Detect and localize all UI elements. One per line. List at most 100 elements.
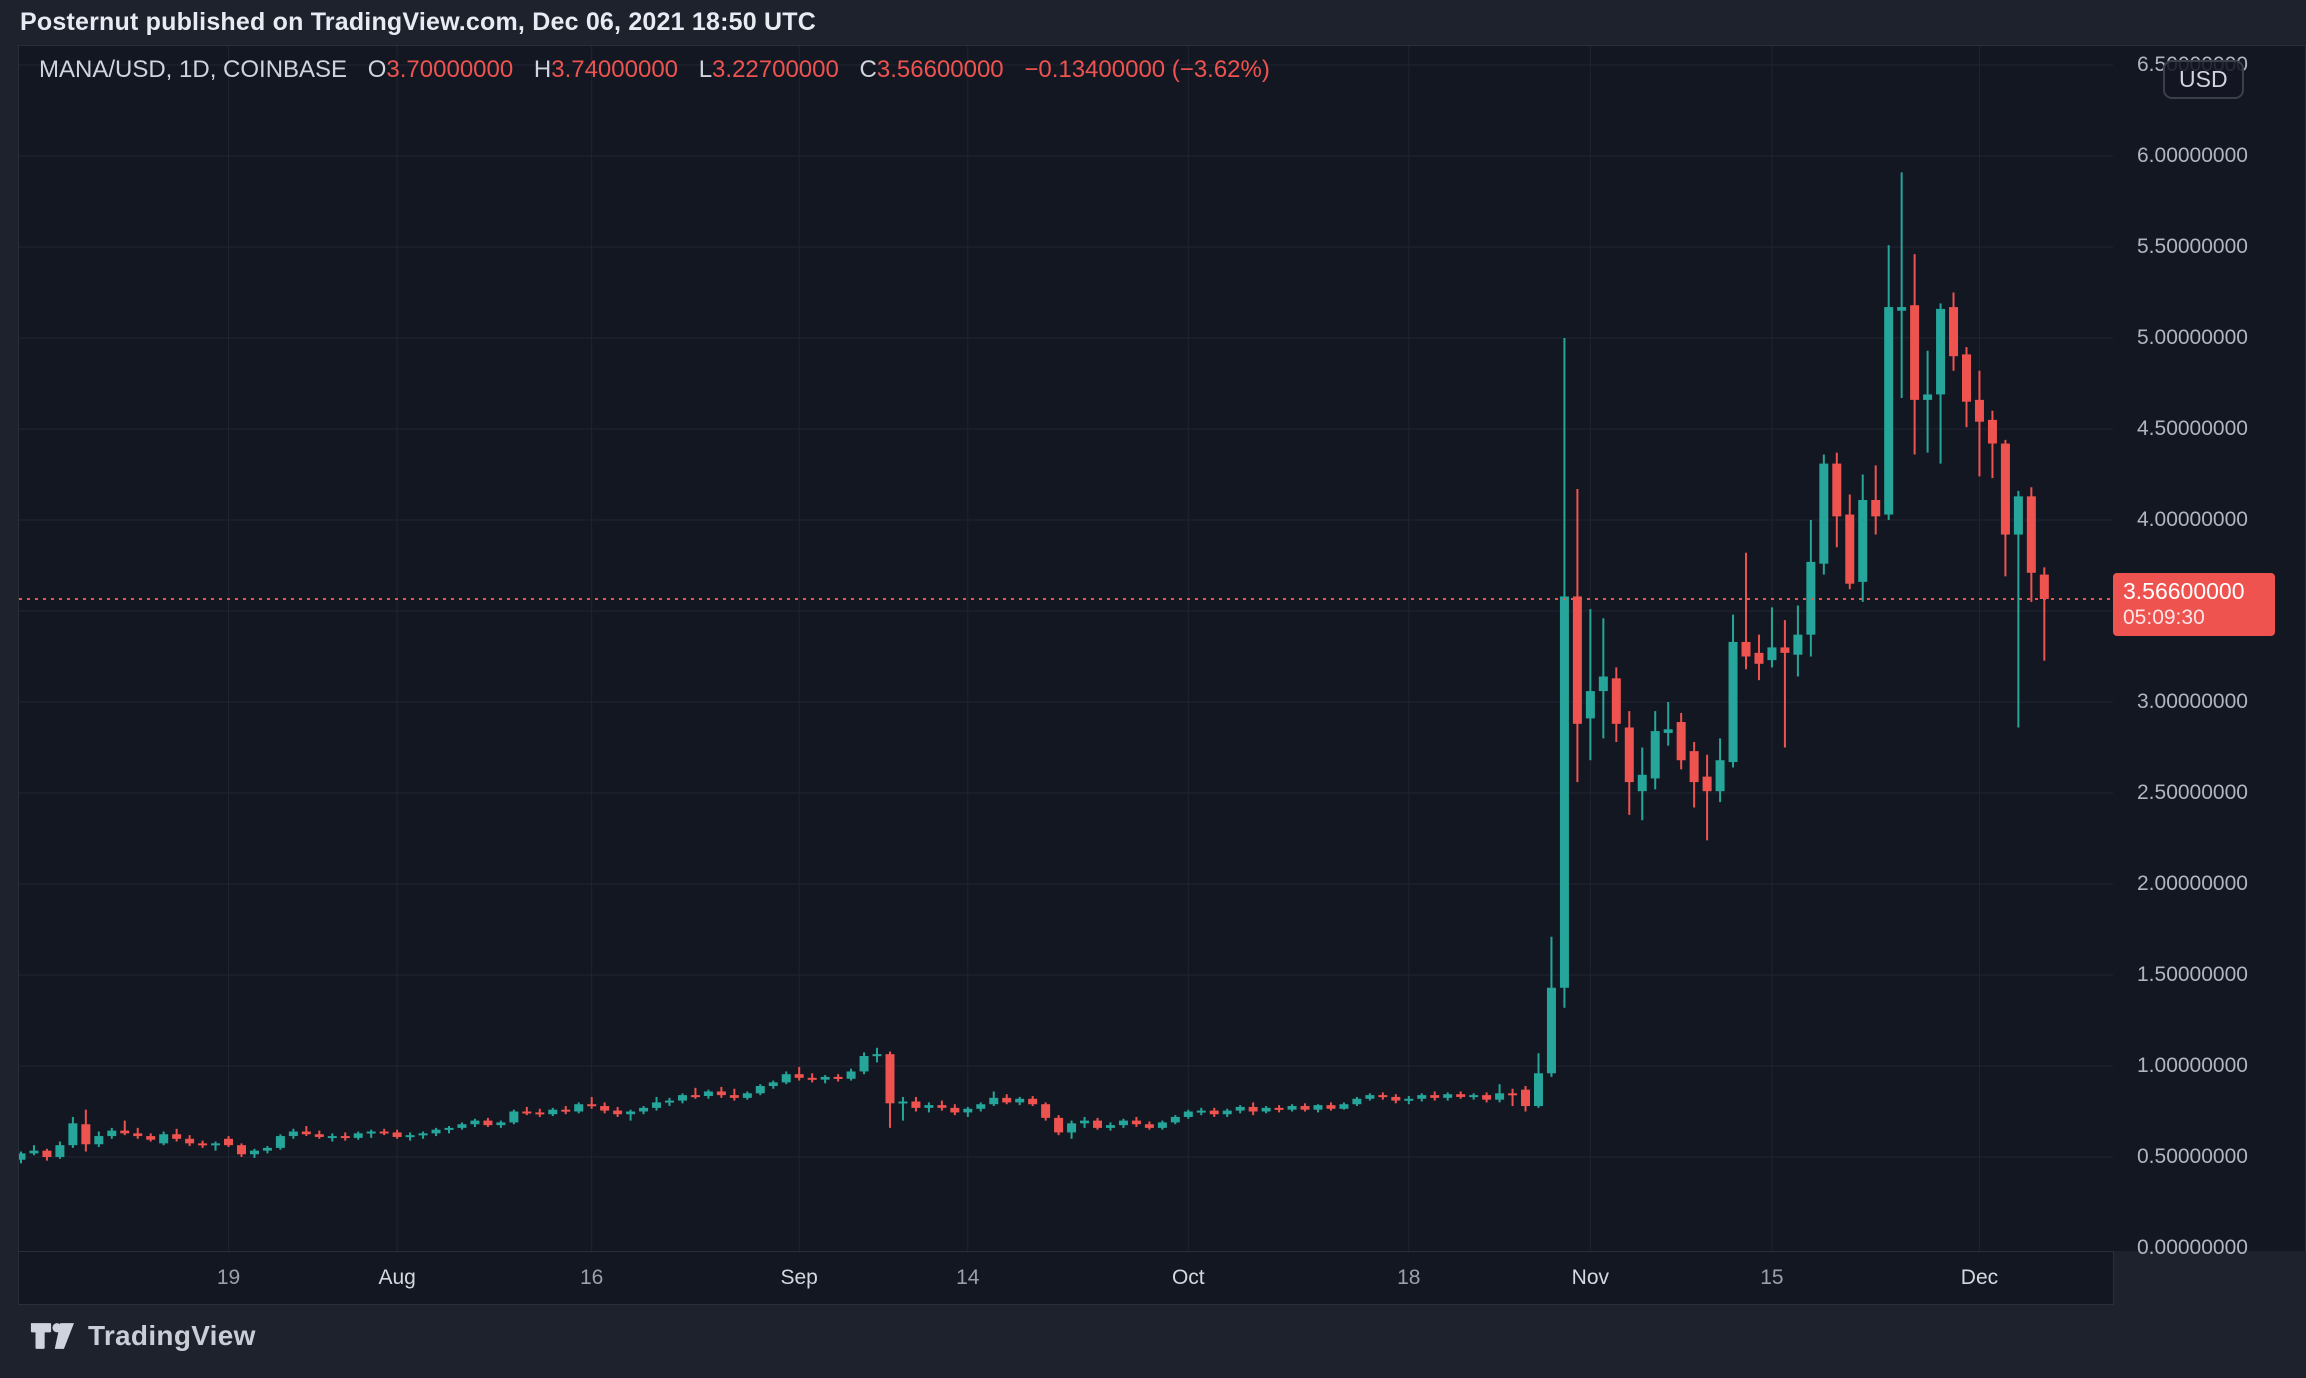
candle-body	[1067, 1123, 1077, 1133]
candle-body	[1131, 1120, 1141, 1125]
candle-body	[172, 1134, 182, 1139]
candle-body	[379, 1131, 389, 1134]
candle-body	[587, 1104, 597, 1107]
candle	[1261, 1106, 1271, 1114]
candle-body	[1456, 1094, 1466, 1097]
candle-body	[120, 1130, 130, 1134]
candle-body	[1624, 727, 1634, 783]
candle-body	[1884, 307, 1894, 515]
candle	[1105, 1122, 1115, 1131]
candle-body	[1806, 561, 1816, 635]
candle-body	[1663, 729, 1673, 733]
candle	[198, 1140, 208, 1148]
candle-body	[29, 1150, 39, 1154]
candle-body	[1080, 1120, 1090, 1124]
candle	[405, 1132, 415, 1141]
candle-body	[885, 1054, 895, 1104]
candle	[1806, 520, 1816, 657]
currency-badge[interactable]: USD	[2163, 60, 2244, 99]
candlestick-plot[interactable]	[19, 46, 2113, 1252]
candle	[314, 1130, 324, 1139]
price-axis-label: 2.50000000	[2137, 781, 2248, 804]
candle-body	[146, 1136, 156, 1140]
candle	[1715, 738, 1725, 803]
candle-body	[1041, 1104, 1051, 1118]
candlestick-canvas[interactable]	[19, 46, 2113, 1252]
ohlc-high-value: 3.74000000	[551, 56, 679, 83]
candle	[976, 1102, 986, 1112]
time-axis-month-label: Oct	[1171, 1266, 1205, 1289]
candle-body	[275, 1136, 285, 1148]
candle-body	[1378, 1095, 1388, 1098]
candle	[1015, 1096, 1025, 1106]
candle	[1884, 245, 1894, 520]
candle-body	[1793, 634, 1803, 655]
candle	[794, 1066, 804, 1081]
candle	[1222, 1108, 1232, 1117]
candle	[937, 1100, 947, 1111]
candle	[548, 1107, 558, 1117]
candle	[1521, 1086, 1531, 1112]
candle	[288, 1128, 298, 1139]
price-axis[interactable]: USD 3.56600000 05:09:30 6.500000006.0000…	[2113, 45, 2306, 1259]
candle-body	[1533, 1073, 1543, 1107]
candle-body	[133, 1133, 143, 1137]
candle-body	[1676, 722, 1686, 761]
candle	[1235, 1105, 1245, 1114]
candle	[626, 1109, 636, 1121]
candle-body	[2013, 496, 2023, 535]
candle	[1274, 1105, 1284, 1113]
candle	[755, 1084, 765, 1096]
candle	[107, 1127, 117, 1139]
candle-body	[392, 1132, 402, 1137]
tradingview-logo[interactable]: TradingView	[30, 1320, 256, 1352]
symbol-title[interactable]: MANA/USD, 1D, COINBASE	[39, 56, 348, 83]
candle	[172, 1128, 182, 1142]
candle-body	[1845, 514, 1855, 584]
bar-countdown: 05:09:30	[2123, 606, 2205, 629]
time-axis[interactable]: 19 Aug 16 Sep 14 Oct 18 Nov 15 Dec	[18, 1251, 2114, 1305]
candle-body	[1974, 399, 1984, 422]
candle-body	[1962, 354, 1971, 402]
candle	[1028, 1096, 1038, 1107]
candle	[1559, 338, 1569, 1008]
candle-body	[1936, 308, 1946, 395]
candle	[483, 1117, 493, 1127]
candle	[1430, 1091, 1440, 1101]
candle	[963, 1106, 973, 1117]
candle	[1624, 711, 1634, 815]
candle-body	[574, 1104, 584, 1112]
candle	[211, 1141, 221, 1151]
candle	[1482, 1092, 1492, 1103]
candle-body	[1495, 1093, 1505, 1100]
candle-body	[55, 1145, 65, 1157]
candle-body	[976, 1104, 986, 1109]
last-price-label: 3.56600000 05:09:30	[2113, 573, 2275, 636]
candle-body	[768, 1082, 778, 1087]
candle-body	[924, 1105, 934, 1108]
candle	[1248, 1102, 1258, 1116]
candle-body	[781, 1074, 791, 1083]
candle	[1443, 1092, 1453, 1101]
candle	[1378, 1092, 1388, 1100]
candle-body	[1196, 1110, 1206, 1113]
candle	[55, 1141, 65, 1159]
candle-body	[600, 1106, 610, 1111]
candle-body	[639, 1107, 649, 1112]
candle	[275, 1134, 285, 1150]
candle	[224, 1136, 234, 1147]
time-axis-month-label: Nov	[1571, 1266, 1610, 1289]
candle-body	[1689, 751, 1699, 783]
candle-body	[224, 1138, 234, 1146]
candle	[327, 1133, 337, 1142]
candle-body	[522, 1111, 532, 1114]
candle	[1923, 350, 1933, 453]
price-axis-label: 3.00000000	[2137, 690, 2248, 713]
candle	[924, 1102, 934, 1113]
chart-legend[interactable]: MANA/USD, 1D, COINBASE O3.70000000 H3.74…	[39, 56, 1270, 84]
candle-body	[1637, 774, 1647, 792]
candle	[1793, 605, 1803, 677]
candle	[1209, 1107, 1219, 1117]
change-value: −0.13400000 (−3.62%)	[1024, 56, 1270, 83]
candle-body	[483, 1120, 493, 1126]
